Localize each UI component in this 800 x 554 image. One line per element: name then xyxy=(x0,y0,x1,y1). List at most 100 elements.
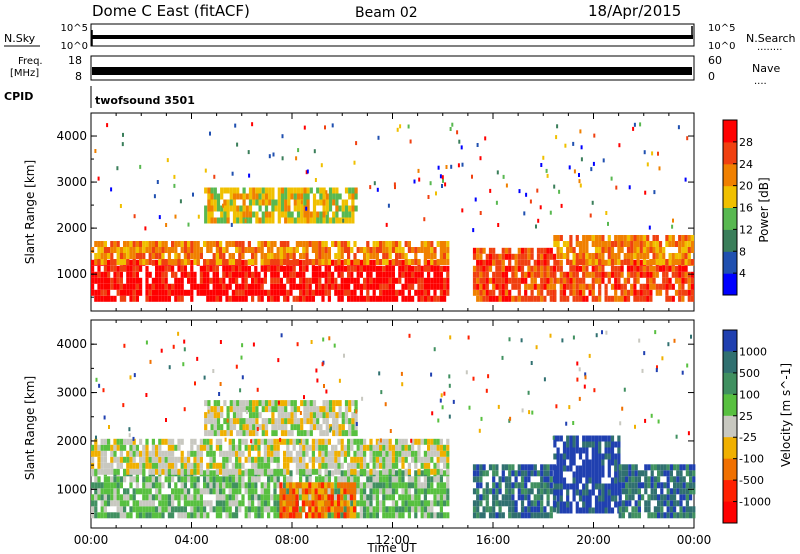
data-cell xyxy=(562,241,567,247)
data-cell xyxy=(183,259,187,265)
data-cell xyxy=(193,241,197,247)
data-cell xyxy=(315,241,319,247)
data-cell xyxy=(330,494,334,501)
scatter-point xyxy=(207,409,210,414)
data-cell xyxy=(135,482,139,489)
data-cell xyxy=(363,482,367,489)
data-cell xyxy=(536,247,541,254)
data-cell xyxy=(232,412,237,419)
data-cell xyxy=(625,464,629,471)
data-cell xyxy=(508,253,512,260)
data-cell xyxy=(100,259,104,265)
scatter-point xyxy=(449,335,452,340)
data-cell xyxy=(301,494,305,501)
data-cell xyxy=(263,259,267,265)
data-cell xyxy=(116,512,120,519)
data-cell xyxy=(199,450,203,457)
data-cell xyxy=(332,187,336,194)
data-cell xyxy=(223,187,227,194)
data-cell xyxy=(665,289,669,296)
data-cell xyxy=(411,438,415,445)
data-cell xyxy=(546,265,550,272)
data-cell xyxy=(267,488,271,495)
data-cell xyxy=(674,277,679,284)
data-cell xyxy=(636,271,640,278)
data-cell xyxy=(279,500,283,507)
data-cell xyxy=(559,271,563,278)
data-cell xyxy=(678,289,682,296)
data-cell xyxy=(260,468,264,475)
data-cell xyxy=(139,247,143,253)
data-cell xyxy=(293,193,297,200)
data-cell xyxy=(107,500,111,507)
data-cell xyxy=(190,283,194,290)
data-cell xyxy=(94,500,98,507)
data-cell xyxy=(621,482,625,489)
data-cell xyxy=(337,494,341,501)
data-cell xyxy=(116,438,120,445)
scatter-point xyxy=(508,337,511,342)
data-cell xyxy=(417,444,421,451)
data-cell xyxy=(644,476,648,483)
data-cell xyxy=(420,265,424,272)
data-cell xyxy=(311,494,315,501)
data-cell xyxy=(388,476,392,483)
data-cell xyxy=(423,450,427,457)
data-cell xyxy=(601,465,605,472)
data-cell xyxy=(337,247,341,253)
nave-tick-low: 0 xyxy=(708,70,715,83)
scatter-point xyxy=(539,205,542,210)
data-cell xyxy=(228,259,232,265)
data-cell xyxy=(520,488,525,495)
data-cell xyxy=(623,253,627,259)
data-cell xyxy=(553,477,557,484)
data-cell xyxy=(113,438,117,445)
data-cell xyxy=(663,464,667,471)
data-cell xyxy=(222,456,226,463)
data-cell xyxy=(385,271,389,278)
data-cell xyxy=(343,450,347,457)
data-cell xyxy=(129,259,133,266)
data-cell xyxy=(213,217,217,224)
data-cell xyxy=(210,430,214,437)
data-cell xyxy=(351,193,355,200)
data-cell xyxy=(559,235,563,241)
data-cell xyxy=(446,488,450,495)
data-cell xyxy=(295,456,299,463)
scatter-point xyxy=(281,156,284,161)
data-cell xyxy=(562,465,567,472)
data-cell xyxy=(242,406,246,413)
data-cell xyxy=(337,289,341,296)
data-cell xyxy=(132,506,136,513)
data-cell xyxy=(379,271,383,278)
data-cell xyxy=(232,418,237,425)
data-cell xyxy=(439,476,443,483)
data-cell xyxy=(248,418,253,425)
data-cell xyxy=(591,253,595,259)
scatter-point xyxy=(139,164,142,169)
scatter-point xyxy=(377,440,380,445)
colorbar-segment xyxy=(723,394,737,417)
data-cell xyxy=(398,444,402,451)
data-cell xyxy=(174,468,178,475)
data-cell xyxy=(433,512,437,519)
data-cell xyxy=(100,289,104,296)
data-cell xyxy=(263,506,267,513)
data-cell xyxy=(614,259,618,265)
data-cell xyxy=(215,271,219,278)
data-cell xyxy=(196,289,200,296)
data-cell xyxy=(517,289,521,296)
data-cell xyxy=(634,470,638,477)
data-cell xyxy=(546,289,550,296)
data-cell xyxy=(314,488,318,495)
data-cell xyxy=(610,453,615,460)
data-cell xyxy=(344,199,349,206)
data-cell xyxy=(476,500,480,507)
data-cell xyxy=(527,470,531,477)
data-cell xyxy=(305,265,309,272)
data-cell xyxy=(212,482,216,489)
data-cell xyxy=(591,489,595,496)
data-cell xyxy=(229,193,233,200)
data-cell xyxy=(385,295,389,302)
data-cell xyxy=(569,507,573,514)
